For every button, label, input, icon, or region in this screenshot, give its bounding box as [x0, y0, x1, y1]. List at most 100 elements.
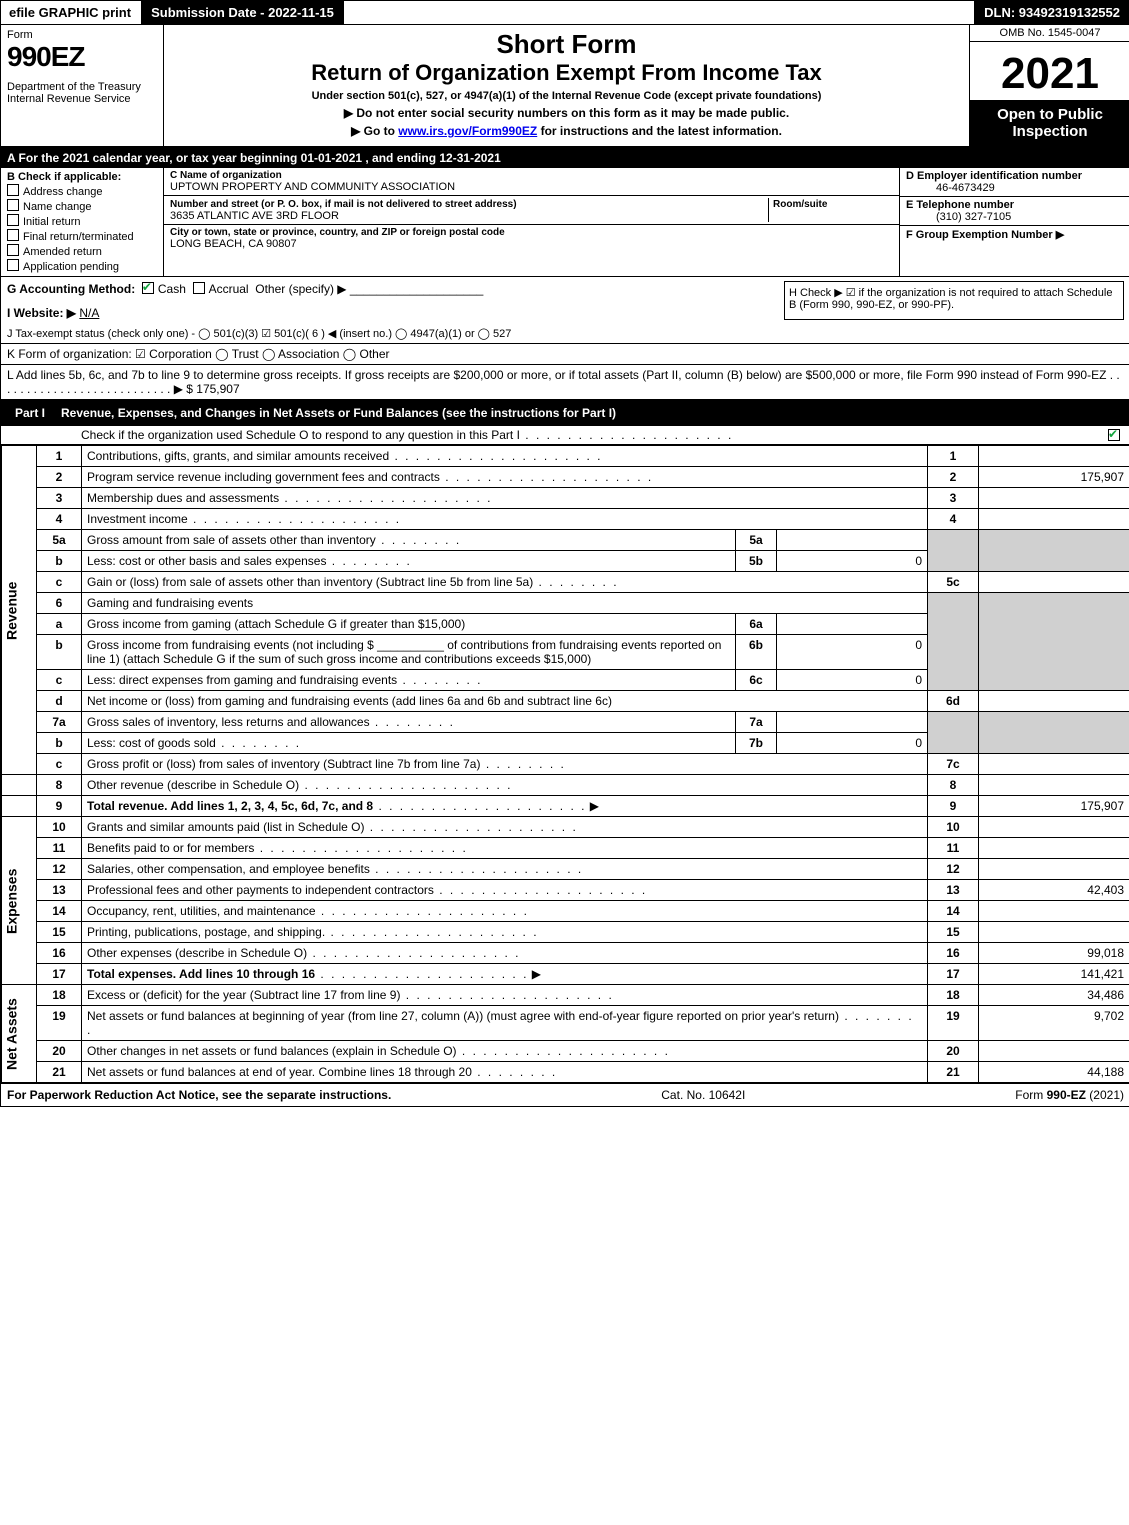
- l20-amt: [979, 1041, 1129, 1062]
- lbl-application-pending: Application pending: [23, 261, 119, 273]
- vlabel-revenue: Revenue: [2, 446, 37, 775]
- chk-accrual[interactable]: [193, 282, 205, 294]
- l5a-text: Gross amount from sale of assets other t…: [82, 530, 736, 551]
- l8-num: 8: [37, 775, 82, 796]
- l7a-text: Gross sales of inventory, less returns a…: [82, 712, 736, 733]
- l7-shade-amt: [979, 712, 1129, 754]
- g-accounting: G Accounting Method: Cash Accrual Other …: [7, 281, 784, 320]
- open-to-public: Open to Public Inspection: [970, 100, 1129, 146]
- goto-prefix: ▶ Go to: [351, 124, 398, 138]
- goto-notice: ▶ Go to www.irs.gov/Form990EZ for instru…: [168, 124, 965, 138]
- l21-num: 21: [37, 1062, 82, 1083]
- form-subtitle: Under section 501(c), 527, or 4947(a)(1)…: [168, 90, 965, 102]
- city-label: City or town, state or province, country…: [170, 227, 893, 238]
- l13-text: Professional fees and other payments to …: [82, 880, 928, 901]
- ssn-notice: ▶ Do not enter social security numbers o…: [168, 106, 965, 120]
- l8-amt: [979, 775, 1129, 796]
- l4-text: Investment income: [82, 509, 928, 530]
- omb-number: OMB No. 1545-0047: [970, 25, 1129, 42]
- chk-cash[interactable]: [142, 282, 154, 294]
- header-right: OMB No. 1545-0047 2021 Open to Public In…: [969, 25, 1129, 146]
- l18-num: 18: [37, 985, 82, 1006]
- chk-final-return[interactable]: Final return/terminated: [7, 228, 157, 243]
- l7c-ln: 7c: [928, 754, 979, 775]
- l21-ln: 21: [928, 1062, 979, 1083]
- l17-text: Total expenses. Add lines 10 through 16 …: [82, 964, 928, 985]
- l6b-num: b: [37, 635, 82, 670]
- l15-amt: [979, 922, 1129, 943]
- g-label: G Accounting Method:: [7, 282, 135, 296]
- l1-text: Contributions, gifts, grants, and simila…: [82, 446, 928, 467]
- l5b-mini: 5b: [736, 551, 777, 572]
- chk-application-pending[interactable]: Application pending: [7, 258, 157, 273]
- l6b-mini: 6b: [736, 635, 777, 670]
- lbl-amended-return: Amended return: [23, 246, 102, 258]
- l5c-amt: [979, 572, 1129, 593]
- l19-ln: 19: [928, 1006, 979, 1041]
- department: Department of the Treasury Internal Reve…: [7, 81, 157, 105]
- l21-text: Net assets or fund balances at end of ye…: [82, 1062, 928, 1083]
- column-b: B Check if applicable: Address change Na…: [1, 168, 164, 276]
- chk-amended-return[interactable]: Amended return: [7, 243, 157, 258]
- vlabel-blank: [2, 775, 37, 796]
- l4-num: 4: [37, 509, 82, 530]
- l10-num: 10: [37, 817, 82, 838]
- l3-ln: 3: [928, 488, 979, 509]
- l7a-mini: 7a: [736, 712, 777, 733]
- l10-text: Grants and similar amounts paid (list in…: [82, 817, 928, 838]
- row-k: K Form of organization: ☑ Corporation ◯ …: [1, 344, 1129, 365]
- submission-date: Submission Date - 2022-11-15: [139, 1, 344, 24]
- lbl-name-change: Name change: [23, 201, 92, 213]
- l19-amt: 9,702: [979, 1006, 1129, 1041]
- l5c-ln: 5c: [928, 572, 979, 593]
- l6-shade-ln: [928, 593, 979, 691]
- dln-label: DLN: 93492319132552: [974, 1, 1129, 24]
- form-word: Form: [7, 29, 157, 41]
- l6a-mini: 6a: [736, 614, 777, 635]
- l7c-num: c: [37, 754, 82, 775]
- i-label: I Website: ▶: [7, 306, 76, 320]
- footer: For Paperwork Reduction Act Notice, see …: [1, 1083, 1129, 1106]
- l6a-miniamt: [777, 614, 928, 635]
- l18-ln: 18: [928, 985, 979, 1006]
- e-label: E Telephone number: [906, 199, 1124, 211]
- l6b-t1: Gross income from fundraising events (no…: [87, 638, 374, 652]
- l10-amt: [979, 817, 1129, 838]
- row-l: L Add lines 5b, 6c, and 7b to line 9 to …: [1, 365, 1129, 400]
- efile-print-label[interactable]: efile GRAPHIC print: [1, 1, 139, 24]
- l15-num: 15: [37, 922, 82, 943]
- l18-amt: 34,486: [979, 985, 1129, 1006]
- footer-right-suf: (2021): [1086, 1088, 1124, 1102]
- room-label: Room/suite: [773, 199, 827, 210]
- lbl-initial-return: Initial return: [23, 216, 80, 228]
- l6c-num: c: [37, 670, 82, 691]
- telephone-value: (310) 327-7105: [906, 211, 1124, 223]
- addr-label: Number and street (or P. O. box, if mail…: [170, 199, 517, 210]
- l5b-num: b: [37, 551, 82, 572]
- chk-initial-return[interactable]: Initial return: [7, 213, 157, 228]
- l1-ln: 1: [928, 446, 979, 467]
- l11-ln: 11: [928, 838, 979, 859]
- irs-link[interactable]: www.irs.gov/Form990EZ: [398, 124, 537, 138]
- l9-text: Total revenue. Add lines 1, 2, 3, 4, 5c,…: [82, 796, 928, 817]
- chk-name-change[interactable]: Name change: [7, 198, 157, 213]
- l14-amt: [979, 901, 1129, 922]
- footer-left: For Paperwork Reduction Act Notice, see …: [7, 1088, 391, 1102]
- e-block: E Telephone number (310) 327-7105: [900, 197, 1129, 226]
- chk-schedule-o[interactable]: [1108, 429, 1120, 441]
- chk-address-change[interactable]: Address change: [7, 183, 157, 198]
- city-state-zip: LONG BEACH, CA 90807: [170, 238, 893, 250]
- l5c-num: c: [37, 572, 82, 593]
- l15-ln: 15: [928, 922, 979, 943]
- l5-shade-ln: [928, 530, 979, 572]
- l5c-text: Gain or (loss) from sale of assets other…: [82, 572, 928, 593]
- l7a-miniamt: [777, 712, 928, 733]
- l5-shade-amt: [979, 530, 1129, 572]
- c-label: C Name of organization: [170, 170, 893, 181]
- form-header: Form 990EZ Department of the Treasury In…: [1, 25, 1129, 148]
- l17-amt: 141,421: [979, 964, 1129, 985]
- tax-year: 2021: [970, 42, 1129, 100]
- street-address: 3635 ATLANTIC AVE 3RD FLOOR: [170, 210, 768, 222]
- l17-ln: 17: [928, 964, 979, 985]
- d-label: D Employer identification number: [906, 170, 1124, 182]
